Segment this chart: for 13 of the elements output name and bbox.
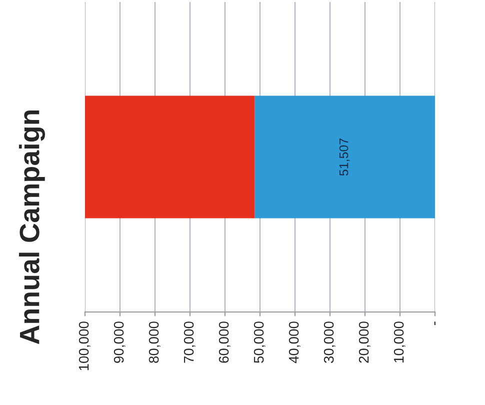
x-tick-label: 60,000 [218, 322, 230, 363]
x-tick-label: 90,000 [114, 322, 126, 363]
data-label: 51,507 [339, 138, 350, 176]
x-tick-label: 100,000 [78, 322, 90, 370]
x-tick-label: 50,000 [254, 322, 266, 363]
x-tick-label: - [434, 322, 436, 326]
x-tick-label: 30,000 [324, 322, 336, 363]
x-tick-label: 40,000 [288, 322, 300, 364]
text: Annual Campaign [18, 110, 46, 344]
x-tick-label: 80,000 [148, 322, 160, 363]
x-tick-label: 20,000 [358, 322, 370, 363]
x-tick-label: 70,000 [184, 322, 196, 363]
x-tick-label: 10,000 [394, 322, 406, 362]
